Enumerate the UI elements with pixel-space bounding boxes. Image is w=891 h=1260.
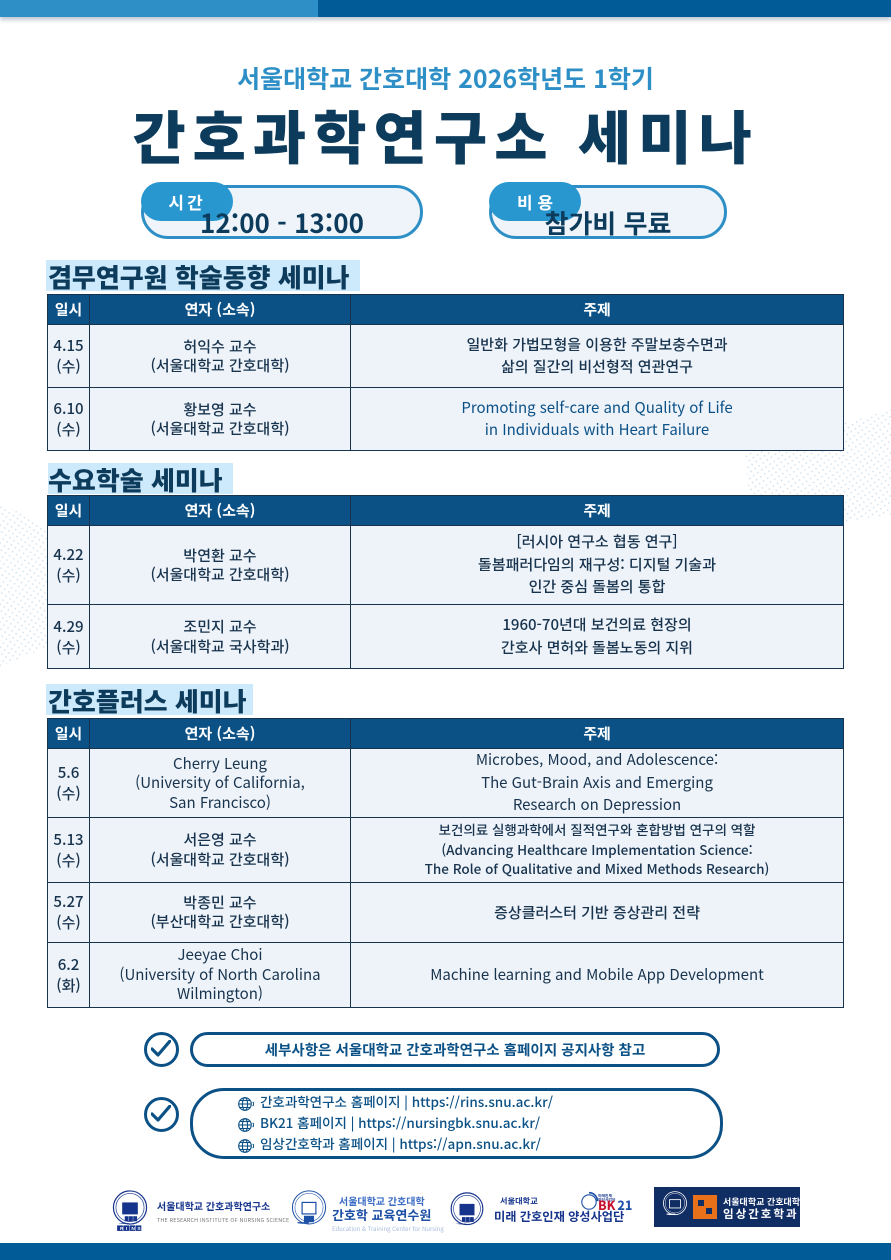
svg-text:N: N — [131, 1226, 135, 1232]
svg-text:R: R — [120, 1226, 124, 1232]
